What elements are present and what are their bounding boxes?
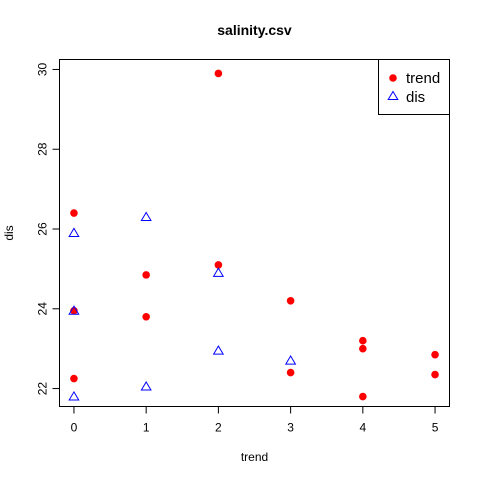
data-points — [68, 69, 439, 401]
x-tick-label: 3 — [287, 421, 294, 435]
point-trend — [359, 336, 367, 345]
point-dis — [68, 305, 80, 315]
point-trend — [214, 69, 223, 78]
x-axis-label: trend — [241, 450, 268, 464]
y-tick-label: 30 — [36, 62, 50, 76]
legend-marker-trend — [389, 74, 397, 82]
x-tick-label: 0 — [71, 421, 78, 435]
chart-title: salinity.csv — [217, 22, 292, 38]
legend-label-dis: dis — [406, 89, 425, 106]
point-dis — [140, 380, 152, 391]
y-tick-label: 22 — [36, 382, 50, 396]
point-trend — [70, 374, 78, 383]
point-trend — [214, 261, 223, 269]
legend-marker-dis — [387, 90, 399, 100]
point-dis — [140, 211, 152, 221]
legend-label-trend: trend — [406, 70, 440, 87]
point-dis — [284, 355, 297, 365]
y-axis-label: dis — [2, 225, 16, 240]
point-trend — [142, 271, 150, 279]
point-trend — [359, 392, 367, 401]
legend-box — [378, 59, 450, 115]
x-tick-label: 4 — [359, 421, 366, 435]
point-trend — [431, 350, 439, 359]
point-trend — [286, 368, 295, 377]
x-tick-label: 2 — [215, 421, 222, 435]
point-trend — [70, 209, 78, 217]
point-dis — [212, 267, 225, 277]
point-dis — [212, 345, 225, 355]
point-trend — [431, 370, 439, 379]
x-tick-label: 5 — [432, 421, 439, 435]
point-dis — [68, 227, 80, 237]
y-tick-label: 26 — [36, 222, 50, 236]
y-tick-label: 28 — [36, 142, 50, 156]
legend: trend dis — [378, 59, 450, 115]
y-axis: 22 24 26 28 30 — [36, 62, 60, 395]
x-tick-label: 1 — [143, 421, 150, 435]
point-trend — [286, 297, 295, 305]
point-trend — [359, 344, 367, 353]
x-axis: 0 1 2 3 4 5 — [71, 406, 439, 435]
point-trend — [142, 312, 150, 321]
point-dis — [68, 390, 80, 401]
y-tick-label: 24 — [36, 302, 50, 316]
